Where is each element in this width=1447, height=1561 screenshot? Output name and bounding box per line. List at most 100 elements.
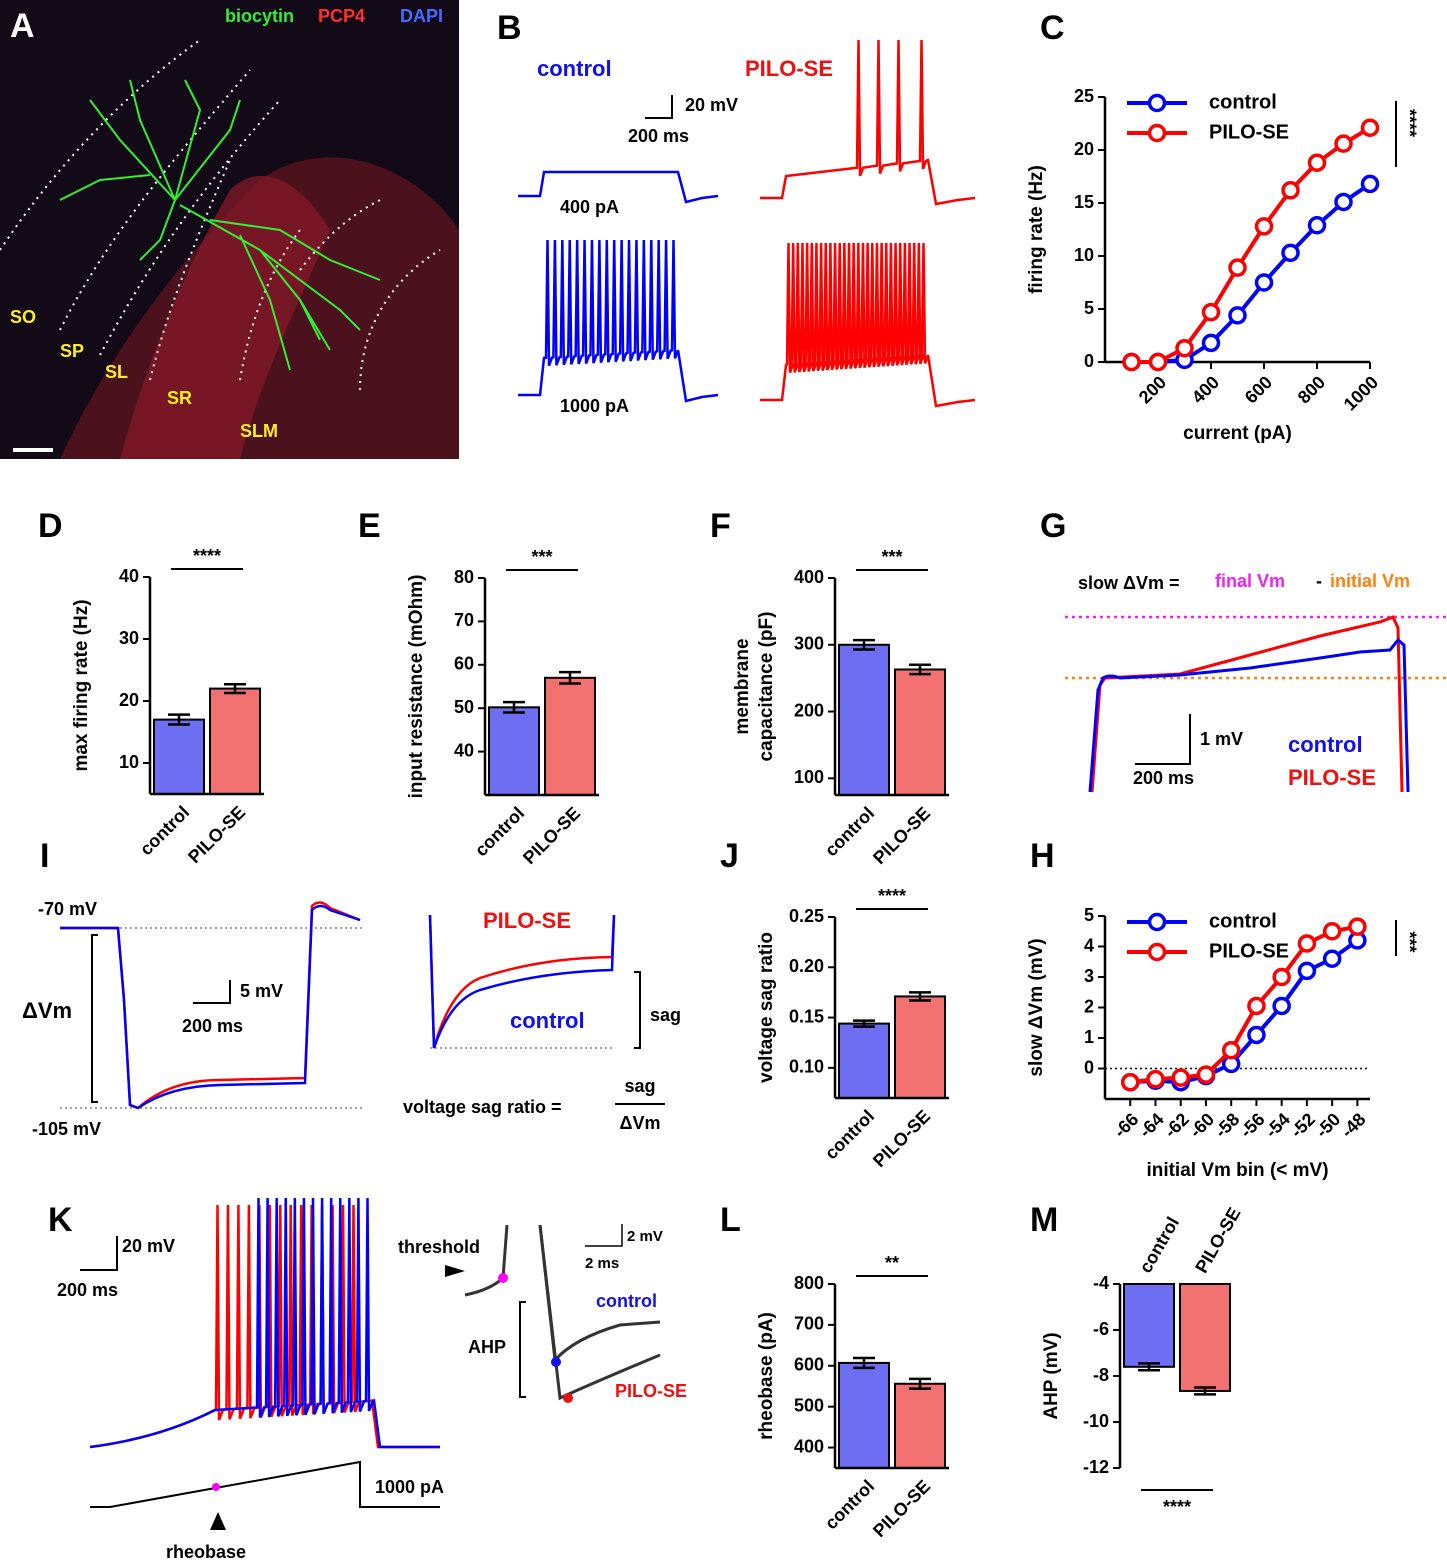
significance: ***: [531, 547, 552, 567]
group-label: control: [537, 56, 612, 81]
y-tick-label: 300: [794, 634, 824, 654]
x-tick-label: 600: [1241, 372, 1276, 407]
y-axis-label: slow ΔVm (mV): [1026, 938, 1047, 1076]
x-tick-label: control: [821, 1106, 878, 1163]
x-tick-label: PILO-SE: [869, 1476, 934, 1541]
bar: [488, 706, 540, 796]
bracket: [519, 1301, 526, 1398]
y-tick-label: 700: [794, 1314, 824, 1334]
significance: ****: [1163, 1497, 1191, 1517]
step-label: 400 pA: [560, 197, 619, 217]
x-axis-label: initial Vm bin (< mV): [1146, 1160, 1328, 1181]
y-tick-label: 0.10: [789, 1057, 824, 1077]
bar: [209, 687, 261, 795]
x-tick-label: PILO-SE: [519, 803, 584, 868]
arrow: [445, 1265, 465, 1277]
point: [1322, 949, 1342, 968]
sag-label: sag: [650, 1005, 681, 1025]
panel-label: B: [497, 9, 522, 47]
significance: ***: [881, 547, 902, 567]
y-tick-label: 20: [119, 690, 139, 710]
point: [1334, 134, 1353, 153]
trace: [518, 239, 719, 403]
neuron: [59, 79, 381, 371]
stain-label: PCP4: [318, 6, 365, 26]
point: [1334, 192, 1353, 212]
panel-label: I: [40, 837, 49, 875]
scale-bar: [645, 95, 673, 119]
bar: [838, 1022, 890, 1099]
error-bar: [559, 670, 581, 685]
group-label: PILO-SE: [615, 1381, 687, 1401]
y-axis-label: AHP (mV): [1041, 1332, 1062, 1419]
point: [1297, 961, 1317, 981]
group-label: control: [1288, 732, 1363, 757]
legend-label: PILO-SE: [1209, 940, 1289, 962]
x-tick-label: PILO-SE: [184, 802, 249, 867]
pcp4-region: [120, 175, 330, 459]
ramp-label: 1000 pA: [375, 1477, 444, 1497]
y-tick-label: 4: [1084, 935, 1094, 955]
stain-label: DAPI: [400, 6, 443, 26]
error-bar: [909, 1377, 931, 1390]
scale-label: 5 mV: [240, 981, 283, 1001]
traces: [518, 39, 976, 408]
y-tick-label: 500: [794, 1395, 824, 1415]
group-label: PILO-SE: [745, 56, 833, 81]
y-tick-label: 30: [119, 628, 139, 648]
scale-label: 1 mV: [1200, 729, 1243, 749]
point: [1254, 273, 1274, 292]
bar: [894, 1382, 946, 1470]
y-tick-label: 3: [1084, 966, 1094, 986]
panel-label: J: [720, 837, 739, 875]
step-label: 1000 pA: [560, 396, 629, 416]
bar: [838, 1361, 890, 1469]
trace: [60, 901, 361, 1110]
x-tick-label: PILO-SE: [869, 1106, 934, 1171]
y-tick-label: 5: [1084, 298, 1094, 318]
point: [1201, 333, 1221, 353]
series-line: [1130, 938, 1359, 1085]
y-axis-label: rheobase (pA): [756, 1312, 777, 1440]
group-label: PILO-SE: [1288, 765, 1376, 790]
panel-label: C: [1040, 9, 1065, 47]
group-label: control: [596, 1291, 657, 1311]
ahp-dot: [551, 1357, 561, 1367]
group-label: PILO-SE: [483, 908, 571, 933]
point: [1228, 306, 1247, 325]
error-bar: [909, 991, 931, 1002]
bar: [894, 668, 946, 796]
y-tick-label: 0: [1084, 351, 1094, 371]
x-tick-label: 400: [1188, 372, 1223, 407]
panel-label: L: [720, 1201, 741, 1239]
point: [1281, 243, 1300, 263]
x-tick-label: PILO-SE: [869, 803, 934, 868]
y-axis-label: voltage sag ratio: [756, 932, 777, 1083]
point: [1175, 338, 1194, 358]
error-bar: [909, 663, 931, 676]
legend-label: control: [1209, 910, 1277, 932]
point: [1360, 174, 1380, 194]
scale-label: 20 mV: [122, 1236, 175, 1256]
layer-label: SP: [60, 341, 84, 361]
scale-label: 200 ms: [182, 1016, 243, 1036]
point: [1120, 1072, 1140, 1092]
stain-label: biocytin: [225, 6, 294, 26]
y-tick-label: -4: [1093, 1273, 1109, 1293]
y-tick-label: 50: [454, 697, 474, 717]
x-tick-label: control: [471, 803, 528, 860]
scale-label: 20 mV: [685, 95, 738, 115]
legend-label: control: [1209, 91, 1277, 113]
y-axis-label: max firing rate (Hz): [71, 599, 92, 771]
y-tick-label: -12: [1083, 1457, 1109, 1477]
y-tick-label: 200: [794, 700, 824, 720]
trace: [1088, 637, 1410, 793]
scale-bar: [193, 980, 231, 1004]
trace: [428, 914, 616, 1049]
rheobase-dot: [212, 1483, 220, 1491]
x-tick-label: control: [821, 1476, 878, 1533]
series-line: [1131, 126, 1372, 364]
group-label: control: [510, 1008, 585, 1033]
